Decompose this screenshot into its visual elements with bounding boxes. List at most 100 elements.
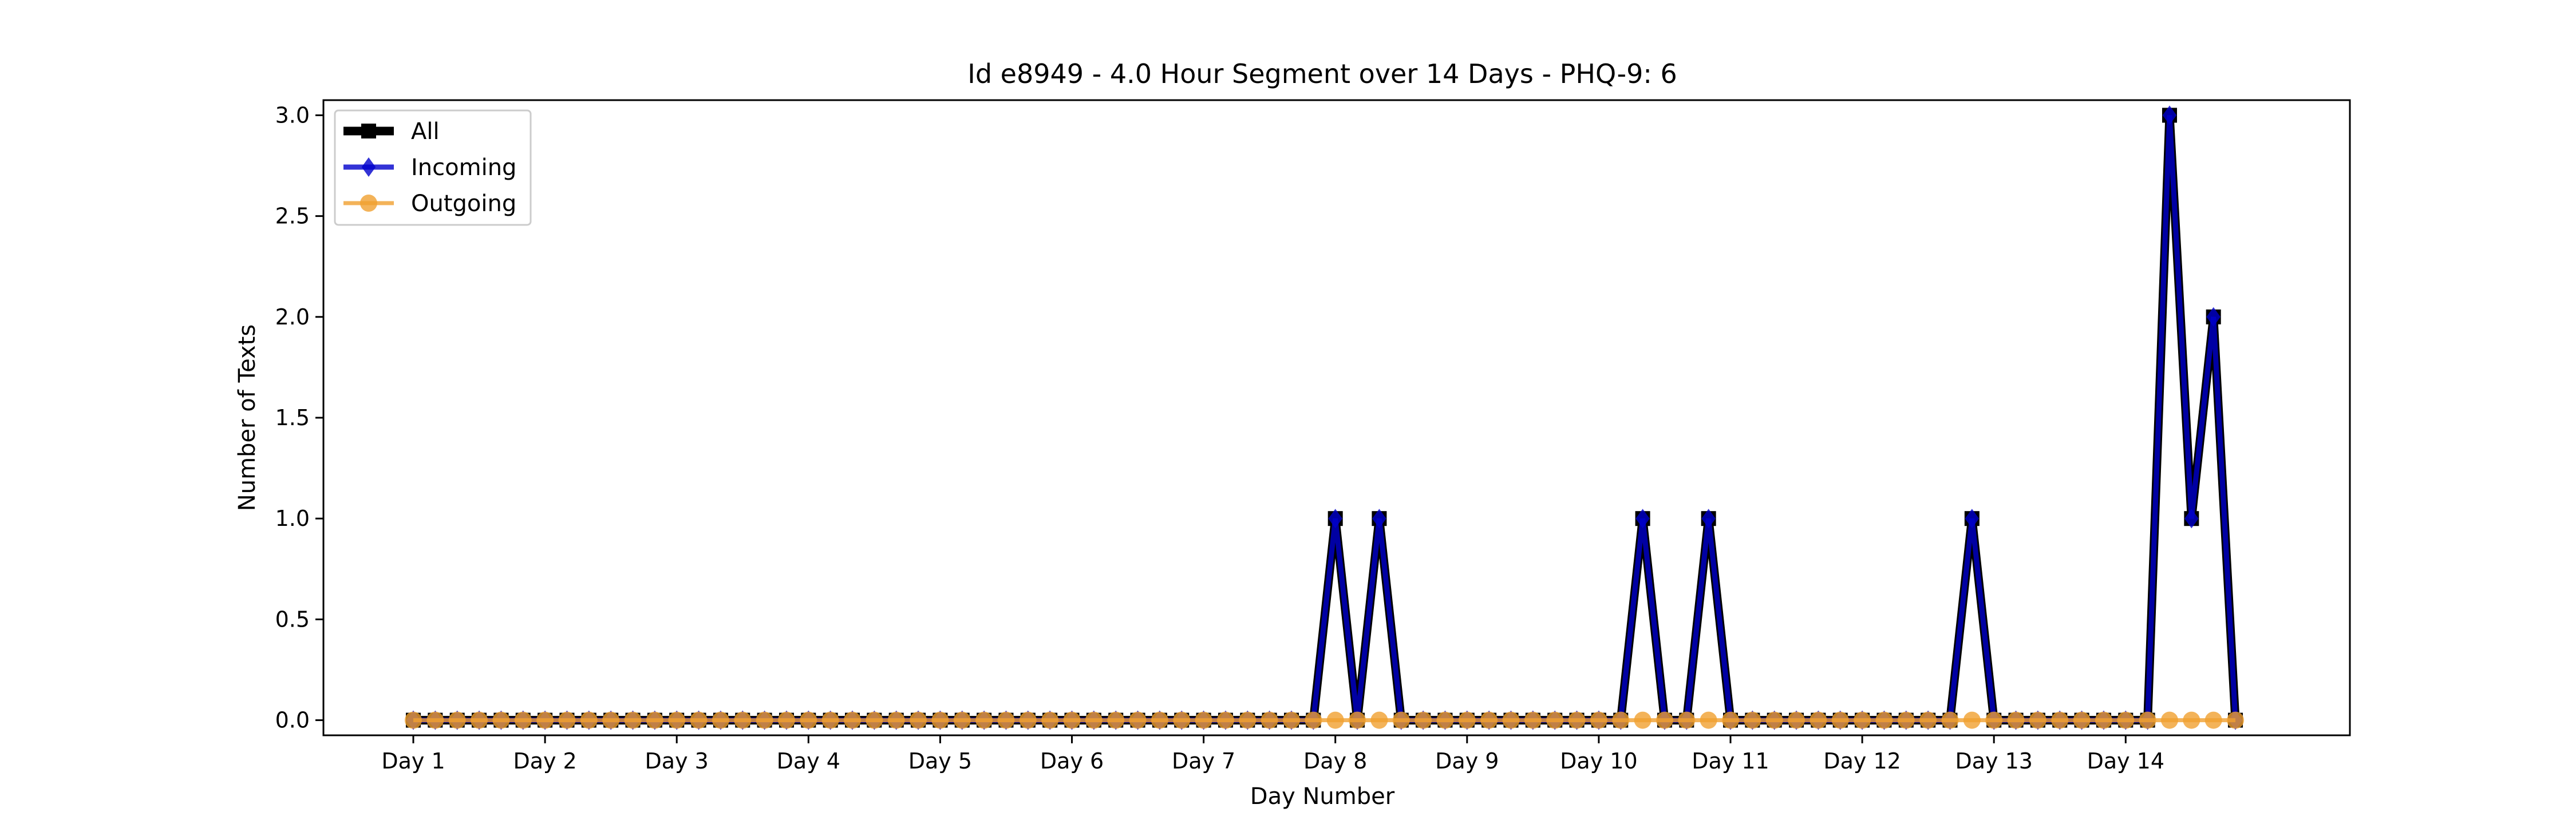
data-point-outgoing xyxy=(1700,711,1717,729)
data-point-outgoing xyxy=(1415,711,1432,729)
data-point-outgoing xyxy=(1963,711,1981,729)
data-point-outgoing xyxy=(910,711,927,729)
legend-label-all: All xyxy=(411,118,440,145)
y-tick-label: 0.5 xyxy=(275,607,310,632)
data-point-outgoing xyxy=(2029,711,2046,729)
series-layer xyxy=(405,105,2245,730)
data-point-outgoing xyxy=(536,711,554,729)
legend-marker-all xyxy=(361,124,376,138)
x-tick-label: Day 1 xyxy=(381,748,445,774)
x-tick-label: Day 7 xyxy=(1172,748,1235,774)
data-point-outgoing xyxy=(1326,711,1344,729)
data-point-outgoing xyxy=(1349,711,1366,729)
data-point-outgoing xyxy=(1788,711,1805,729)
data-point-outgoing xyxy=(1744,711,1761,729)
data-point-incoming xyxy=(1372,509,1386,529)
data-point-outgoing xyxy=(1568,711,1586,729)
data-point-incoming xyxy=(2184,509,2199,529)
data-point-outgoing xyxy=(1897,711,1915,729)
data-point-outgoing xyxy=(1392,711,1410,729)
x-tick-label: Day 2 xyxy=(513,748,576,774)
chart-title: Id e8949 - 4.0 Hour Segment over 14 Days… xyxy=(967,58,1677,89)
data-point-outgoing xyxy=(756,711,773,729)
legend-label-outgoing: Outgoing xyxy=(411,191,516,217)
x-tick-label: Day 14 xyxy=(2087,748,2164,774)
data-point-outgoing xyxy=(405,711,422,729)
plot-area xyxy=(323,100,2350,735)
data-point-outgoing xyxy=(514,711,532,729)
legend-marker-outgoing xyxy=(360,195,377,212)
data-point-outgoing xyxy=(1370,711,1388,729)
legend-box xyxy=(334,109,532,226)
data-point-outgoing xyxy=(558,711,576,729)
y-tick-label: 2.5 xyxy=(275,204,310,229)
x-tick-label: Day 4 xyxy=(777,748,840,774)
data-point-outgoing xyxy=(2139,711,2156,729)
data-point-outgoing xyxy=(1063,711,1081,729)
data-point-outgoing xyxy=(1502,711,1520,729)
data-point-incoming xyxy=(1328,509,1342,529)
y-axis-ticks: 0.0 0.5 1.0 1.5 2.0 2.5 3.0 xyxy=(275,102,323,733)
y-axis-label: Number of Texts xyxy=(234,324,260,511)
y-tick-label: 2.0 xyxy=(275,304,310,330)
data-point-outgoing xyxy=(1436,711,1454,729)
data-point-outgoing xyxy=(1173,711,1191,729)
data-point-outgoing xyxy=(1985,711,2003,729)
data-point-outgoing xyxy=(1919,711,1937,729)
data-point-incoming xyxy=(1965,509,1980,529)
data-point-incoming xyxy=(2162,105,2177,125)
data-point-outgoing xyxy=(668,711,686,729)
data-point-outgoing xyxy=(887,711,905,729)
y-tick-label: 3.0 xyxy=(275,102,310,128)
data-point-outgoing xyxy=(1085,711,1103,729)
data-point-outgoing xyxy=(602,711,620,729)
x-tick-label: Day 13 xyxy=(1955,748,2032,774)
data-point-outgoing xyxy=(1809,711,1827,729)
data-point-outgoing xyxy=(1941,711,1959,729)
x-axis-label: Day Number xyxy=(1250,783,1395,810)
data-point-outgoing xyxy=(492,711,510,729)
data-point-outgoing xyxy=(997,711,1015,729)
x-axis-ticks: Day 1 Day 2 Day 3 Day 4 Day 5 Day 6 Day 7 Day 8… xyxy=(381,735,2164,774)
data-point-outgoing xyxy=(624,711,642,729)
data-point-outgoing xyxy=(1722,711,1739,729)
data-point-outgoing xyxy=(1458,711,1476,729)
data-point-outgoing xyxy=(1831,711,1849,729)
x-tick-label: Day 10 xyxy=(1560,748,1637,774)
data-point-incoming xyxy=(1635,509,1650,529)
data-point-outgoing xyxy=(844,711,861,729)
data-point-outgoing xyxy=(777,711,795,729)
legend: All Incoming Outgoing xyxy=(334,109,532,226)
data-point-outgoing xyxy=(1261,711,1278,729)
data-point-incoming xyxy=(1701,509,1716,529)
data-point-outgoing xyxy=(2073,711,2091,729)
plot-frame xyxy=(322,99,2351,736)
data-point-outgoing xyxy=(471,711,488,729)
data-point-outgoing xyxy=(1590,711,1607,729)
data-point-outgoing xyxy=(931,711,949,729)
data-point-outgoing xyxy=(580,711,598,729)
data-point-outgoing xyxy=(1634,711,1652,729)
data-point-outgoing xyxy=(2183,711,2200,729)
data-point-outgoing xyxy=(1524,711,1542,729)
data-point-outgoing xyxy=(1041,711,1059,729)
data-point-outgoing xyxy=(646,711,663,729)
data-point-outgoing xyxy=(1107,711,1125,729)
data-point-outgoing xyxy=(1678,711,1696,729)
data-point-outgoing xyxy=(426,711,444,729)
x-tick-label: Day 9 xyxy=(1435,748,1499,774)
data-point-outgoing xyxy=(1151,711,1168,729)
data-point-outgoing xyxy=(1283,711,1300,729)
data-point-outgoing xyxy=(2007,711,2025,729)
data-point-outgoing xyxy=(1546,711,1564,729)
data-point-outgoing xyxy=(1216,711,1234,729)
data-point-outgoing xyxy=(1875,711,1893,729)
data-point-outgoing xyxy=(800,711,817,729)
data-point-outgoing xyxy=(1129,711,1147,729)
x-tick-label: Day 11 xyxy=(1692,748,1769,774)
data-point-outgoing xyxy=(1195,711,1212,729)
y-tick-label: 1.0 xyxy=(275,506,310,531)
x-tick-label: Day 8 xyxy=(1303,748,1367,774)
x-tick-label: Day 12 xyxy=(1823,748,1901,774)
